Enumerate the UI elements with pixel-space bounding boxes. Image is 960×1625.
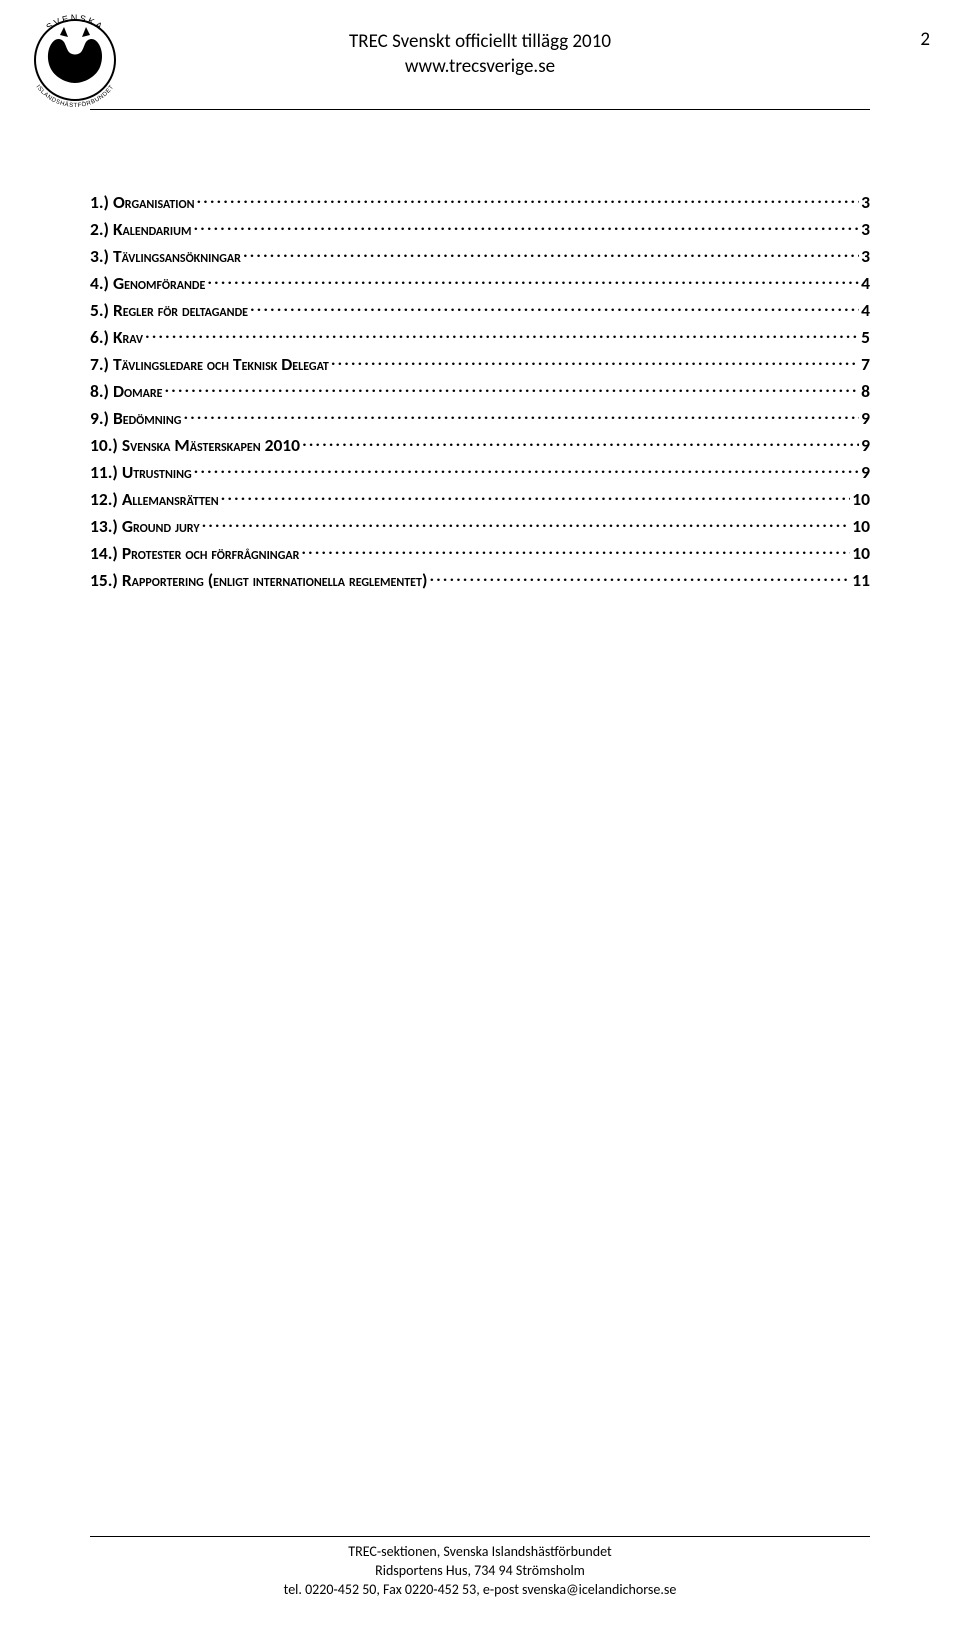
toc-dots: [221, 487, 851, 505]
toc-page: 9: [861, 461, 870, 483]
toc-label: 6.) Krav: [90, 326, 143, 348]
logo: SVENSKA ISLANDSHÄSTFÖRBUNDET: [20, 5, 130, 115]
toc-dots: [250, 298, 859, 316]
toc-row: 5.) Regler för deltagande 4: [90, 298, 870, 321]
toc-label: 1.) Organisation: [90, 191, 195, 213]
page-header: SVENSKA ISLANDSHÄSTFÖRBUNDET TREC Svensk…: [90, 0, 870, 120]
toc-page: 3: [861, 245, 870, 267]
toc-page: 10: [852, 542, 870, 564]
toc-row: 6.) Krav 5: [90, 325, 870, 348]
toc-label: 10.) Svenska Mästerskapen 2010: [90, 434, 300, 456]
toc-page: 9: [861, 407, 870, 429]
toc-row: 11.) Utrustning 9: [90, 460, 870, 483]
toc-row: 7.) Tävlingsledare och Teknisk Delegat 7: [90, 352, 870, 375]
toc-label: 4.) Genomförande: [90, 272, 205, 294]
toc-row: 13.) Ground jury 10: [90, 514, 870, 537]
toc-page: 3: [861, 191, 870, 213]
footer-line-3: tel. 0220-452 50, Fax 0220-452 53, e-pos…: [90, 1581, 870, 1600]
page: SVENSKA ISLANDSHÄSTFÖRBUNDET TREC Svensk…: [0, 0, 960, 1625]
table-of-contents: 1.) Organisation 3 2.) Kalendarium 3 3.)…: [90, 190, 870, 591]
toc-label: 3.) Tävlingsansökningar: [90, 245, 241, 267]
header-text-block: TREC Svenskt officiellt tillägg 2010 www…: [90, 20, 870, 79]
toc-dots: [145, 325, 859, 343]
toc-dots: [302, 433, 859, 451]
toc-dots: [243, 244, 859, 262]
toc-label: 8.) Domare: [90, 380, 162, 402]
toc-label: 11.) Utrustning: [90, 461, 192, 483]
footer-line-1: TREC-sektionen, Svenska Islandshästförbu…: [90, 1543, 870, 1562]
toc-row: 3.) Tävlingsansökningar 3: [90, 244, 870, 267]
header-rule: [90, 109, 870, 110]
svg-text:SVENSKA: SVENSKA: [44, 13, 105, 32]
toc-page: 10: [852, 515, 870, 537]
toc-dots: [197, 190, 860, 208]
logo-top-text: SVENSKA: [44, 13, 105, 32]
toc-dots: [207, 271, 859, 289]
toc-label: 7.) Tävlingsledare och Teknisk Delegat: [90, 353, 329, 375]
page-footer: TREC-sektionen, Svenska Islandshästförbu…: [90, 1529, 870, 1600]
toc-label: 2.) Kalendarium: [90, 218, 191, 240]
toc-dots: [301, 541, 850, 559]
toc-dots: [194, 460, 859, 478]
toc-row: 10.) Svenska Mästerskapen 2010 9: [90, 433, 870, 456]
toc-page: 9: [861, 434, 870, 456]
toc-row: 9.) Bedömning 9: [90, 406, 870, 429]
page-number: 2: [920, 28, 930, 51]
toc-page: 10: [852, 488, 870, 510]
toc-page: 11: [852, 569, 870, 591]
toc-page: 5: [861, 326, 870, 348]
header-title: TREC Svenskt officiellt tillägg 2010: [90, 30, 870, 55]
toc-row: 12.) Allemansrätten 10: [90, 487, 870, 510]
toc-row: 1.) Organisation 3: [90, 190, 870, 213]
toc-dots: [164, 379, 859, 397]
toc-row: 2.) Kalendarium 3: [90, 217, 870, 240]
toc-dots: [193, 217, 859, 235]
toc-row: 14.) Protester och förfrågningar 10: [90, 541, 870, 564]
toc-page: 3: [861, 218, 870, 240]
toc-label: 9.) Bedömning: [90, 407, 181, 429]
toc-row: 8.) Domare 8: [90, 379, 870, 402]
footer-rule: [90, 1536, 870, 1537]
header-url: www.trecsverige.se: [90, 55, 870, 80]
toc-dots: [202, 514, 851, 532]
toc-dots: [331, 352, 859, 370]
toc-label: 13.) Ground jury: [90, 515, 200, 537]
toc-label: 5.) Regler för deltagande: [90, 299, 248, 321]
toc-row: 15.) Rapportering (enligt internationell…: [90, 568, 870, 591]
footer-line-2: Ridsportens Hus, 734 94 Strömsholm: [90, 1562, 870, 1581]
toc-page: 8: [861, 380, 870, 402]
toc-label: 12.) Allemansrätten: [90, 488, 219, 510]
toc-label: 15.) Rapportering (enligt internationell…: [90, 569, 427, 591]
toc-dots: [429, 568, 850, 586]
toc-page: 7: [861, 353, 870, 375]
toc-row: 4.) Genomförande 4: [90, 271, 870, 294]
toc-label: 14.) Protester och förfrågningar: [90, 542, 299, 564]
toc-page: 4: [861, 299, 870, 321]
toc-dots: [183, 406, 859, 424]
toc-page: 4: [861, 272, 870, 294]
